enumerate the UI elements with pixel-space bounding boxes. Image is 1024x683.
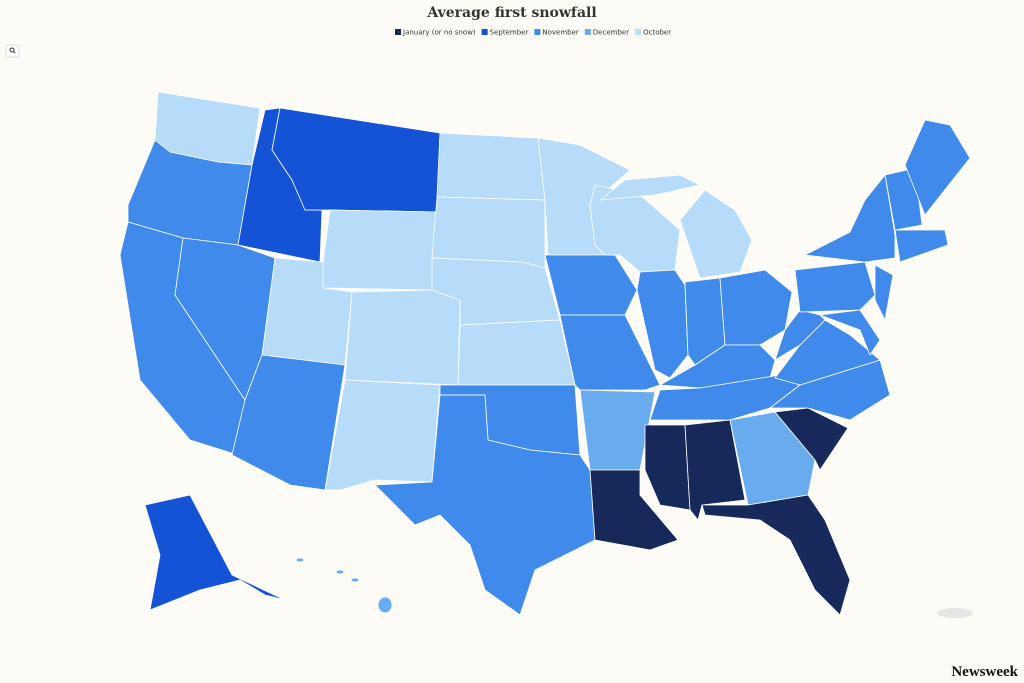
state [819,309,881,356]
zoom-box[interactable] [5,44,20,58]
zoom-button[interactable] [5,44,20,58]
state [559,314,661,391]
state [374,394,596,616]
legend-swatch [481,29,488,35]
zoom-icon-handle [13,51,16,54]
state [729,411,816,506]
state [904,119,971,216]
states [119,91,971,616]
hawaii-island [295,557,305,563]
map-title: Average first snowfall [426,5,596,21]
state [644,424,691,511]
legend-label: December [593,29,629,37]
state [436,132,546,201]
state [589,469,679,551]
state [589,184,681,273]
legend-label: September [490,29,529,37]
state [431,196,546,269]
state [457,319,576,386]
state [701,494,851,616]
state [894,229,949,263]
state [324,379,441,491]
state [599,174,701,201]
legend-label: January (or no snow) [402,29,476,37]
hawaii-island [377,596,393,614]
legend-swatch [395,29,401,35]
state [679,189,753,279]
brand-logo: Newsweek [951,664,1018,680]
state [636,269,689,379]
legend-swatch [635,29,642,35]
state [344,289,461,386]
state [874,264,894,321]
zoom-icon [9,47,15,53]
state [322,209,438,291]
state [544,254,638,316]
state [774,407,849,471]
hawaii-island [335,569,345,575]
legend-swatch [584,29,591,35]
hawaii-island [350,577,360,583]
legend-swatch [534,29,541,35]
legend-label: November [542,29,579,37]
state [231,354,346,491]
state [794,261,876,313]
legend: January (or no snow) September November Dec… [395,29,671,37]
state [804,174,896,263]
puerto-rico [937,608,973,618]
state [144,494,286,611]
legend-label: October [643,29,671,37]
